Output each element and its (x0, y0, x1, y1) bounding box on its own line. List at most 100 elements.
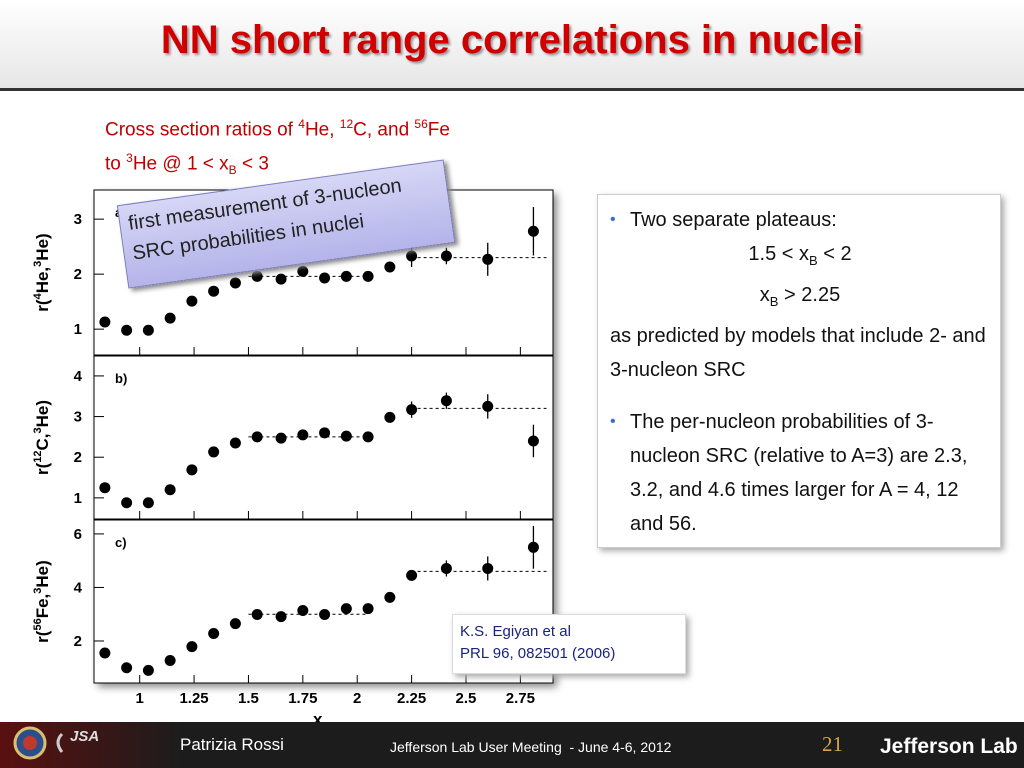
text-box: • Two separate plateaus: 1.5 < xB < 2 xB … (597, 194, 1001, 548)
x-axis-label: xB (313, 710, 330, 722)
y-tick-label: 3 (74, 409, 82, 426)
data-point (319, 608, 331, 620)
data-point (251, 431, 263, 443)
caption-text: He, (304, 119, 340, 141)
note: as predicted by models that include 2- a… (610, 325, 986, 381)
bullet: • The per-nucleon probabilities of 3-nucl… (610, 405, 990, 541)
data-point (99, 316, 111, 328)
panel-label: c) (115, 535, 127, 550)
y-axis-label-part: r( (33, 299, 52, 312)
y-axis-label-part: 3 (32, 261, 44, 267)
data-point (164, 484, 176, 496)
y-tick-label: 2 (74, 266, 82, 283)
x-tick-label: 1 (136, 690, 144, 707)
x-tick-label: 1.5 (238, 690, 259, 707)
bullet: • Two separate plateaus: (610, 203, 990, 237)
data-point (186, 641, 198, 653)
data-point (164, 312, 176, 324)
condition-text: < 2 (817, 243, 852, 265)
slide-title: NN short range correlations in nuclei (160, 18, 864, 62)
bullet-text: Two separate plateaus: (630, 209, 837, 231)
y-axis-label-part: 3 (32, 588, 44, 594)
reference: K.S. Egiyan et al PRL 96, 082501 (2006) (452, 614, 686, 674)
data-point (142, 497, 154, 509)
data-point (208, 627, 220, 639)
logo (23, 736, 37, 750)
caption-sup: 56 (414, 117, 428, 131)
panel-label: b) (115, 371, 127, 386)
y-tick-label: 2 (74, 449, 82, 466)
lab-logo: Jefferson Lab (880, 735, 1018, 758)
y-axis-label-part: Fe, (33, 594, 52, 619)
data-point (251, 270, 263, 282)
y-axis-label-part: He, (33, 267, 52, 293)
data-point (482, 562, 494, 574)
caption-sub: B (228, 163, 237, 178)
data-point (229, 618, 241, 630)
data-point (340, 603, 352, 615)
caption-text: He @ 1 < x (132, 153, 229, 175)
y-axis-label-part: C, (33, 434, 52, 451)
y-axis-label: r(4He,3He) (32, 233, 52, 311)
data-point (208, 446, 220, 458)
data-point (406, 404, 418, 416)
data-point (186, 464, 198, 476)
data-point (527, 225, 539, 237)
y-tick-label: 1 (74, 321, 82, 338)
caption: Cross section ratios of 4He, 12C, and 56… (105, 110, 545, 185)
y-axis-label-part: He) (33, 233, 52, 260)
data-point (229, 277, 241, 289)
caption-sup: 12 (339, 117, 354, 131)
condition-text: x (759, 284, 770, 306)
data-point (297, 604, 309, 616)
data-point (121, 497, 133, 509)
data-point (275, 432, 287, 444)
data-point (275, 273, 287, 285)
condition: xB > 2.25 (610, 278, 990, 319)
data-point (527, 435, 539, 447)
caption-text: < 3 (236, 153, 269, 175)
data-point (340, 270, 352, 282)
page-number: 21 (822, 732, 843, 756)
y-axis-label-part: r( (33, 630, 52, 643)
x-axis-label-part: B (322, 721, 330, 722)
data-point (319, 272, 331, 284)
condition: 1.5 < xB < 2 (610, 237, 990, 278)
author: Patrizia Rossi (180, 735, 284, 754)
caption-sup: 4 (298, 117, 305, 131)
condition-sub: B (809, 253, 818, 268)
x-tick-label: 2.25 (397, 690, 426, 707)
y-axis-label-part: r( (33, 462, 52, 475)
caption-text: Fe (427, 119, 450, 141)
caption-text: to (105, 153, 127, 175)
data-point (186, 295, 198, 307)
x-tick-label: 2.5 (456, 690, 477, 707)
y-axis-label-part: He) (33, 400, 52, 427)
x-axis-label-part: x (313, 710, 323, 722)
y-axis-label-part: He) (33, 560, 52, 587)
y-tick-label: 2 (74, 633, 82, 650)
data-point (142, 324, 154, 336)
logos (13, 726, 64, 760)
data-point (482, 253, 494, 265)
caption-sup: 3 (126, 151, 133, 166)
condition-text: 1.5 < x (748, 243, 809, 265)
event: Jefferson Lab User Meeting - June 4-6, 2… (390, 739, 672, 755)
y-tick-label: 4 (74, 579, 83, 596)
y-axis-label-part: 12 (32, 451, 44, 463)
x-tick-label: 1.75 (288, 690, 317, 707)
caption-text: C, and (353, 119, 415, 141)
y-axis-label-part: 56 (32, 618, 44, 630)
data-point (164, 655, 176, 667)
data-point (384, 261, 396, 273)
y-tick-label: 1 (74, 490, 82, 507)
jsa-logo: JSA (70, 728, 100, 745)
data-point (384, 591, 396, 603)
data-point (384, 411, 396, 423)
data-point (297, 429, 309, 441)
data-point (142, 664, 154, 676)
condition-sub: B (769, 294, 779, 309)
data-point (99, 482, 111, 494)
y-axis-label-part: 3 (32, 427, 44, 433)
